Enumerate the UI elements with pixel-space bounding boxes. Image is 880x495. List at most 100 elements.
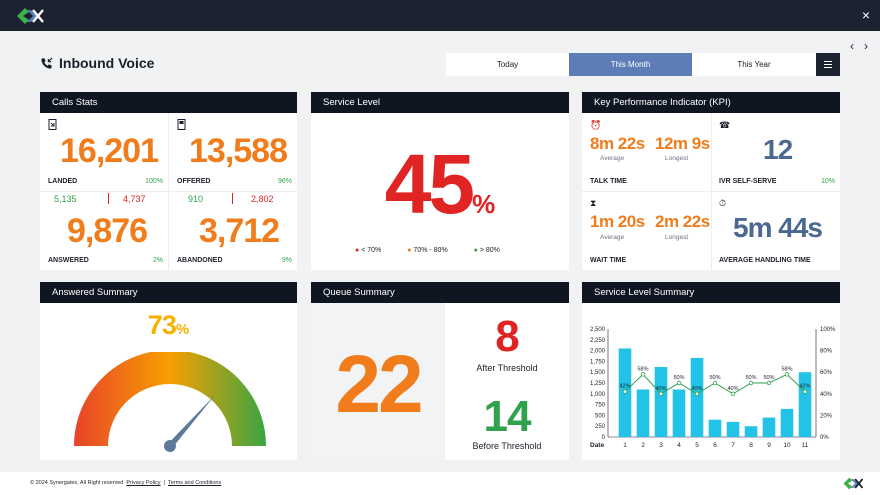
aht-label: AVERAGE HANDLING TIME: [719, 257, 811, 264]
x-tick-label: 6: [713, 442, 717, 449]
queue-after-value: 8: [495, 312, 519, 361]
menu-icon[interactable]: [816, 53, 840, 76]
answered-split-left: 5,135: [54, 194, 77, 204]
queue-after-label: After Threshold: [476, 363, 538, 373]
ivr-pct: 10%: [820, 178, 835, 185]
line-point: [730, 391, 736, 396]
answered-summary-readout: 73%: [40, 310, 297, 341]
queue-before-label: Before Threshold: [472, 441, 542, 451]
kpi-card: Key Performance Indicator (KPI) ⏰ 8m 22s…: [582, 92, 840, 270]
privacy-policy-link[interactable]: Privacy Policy: [126, 480, 161, 486]
synergates-logo-icon: [17, 8, 44, 24]
nav-arrows: ‹ ›: [850, 39, 868, 53]
legend-item-green: ● > 80%: [473, 247, 500, 254]
y2-tick-label: 60%: [820, 370, 833, 376]
line-point: [748, 380, 754, 386]
bar: [798, 372, 812, 437]
y-tick-label: 500: [595, 413, 606, 419]
line-point: [712, 380, 718, 386]
landed-pct: 100%: [145, 178, 163, 185]
x-tick-label: 11: [802, 442, 809, 449]
line-point: [766, 380, 772, 386]
wait-average-label: Average: [600, 234, 625, 241]
tab-this-month[interactable]: This Month: [569, 53, 692, 76]
bar: [672, 389, 686, 437]
y2-tick-label: 0%: [820, 435, 829, 441]
y-tick-label: 0: [602, 435, 606, 441]
point-label: 50%: [745, 375, 756, 381]
x-tick-label: 3: [659, 442, 663, 449]
calls-stats-card: Calls Stats 16,201 LANDED 100% 13,588 OF…: [40, 92, 297, 270]
y-tick-label: 1,750: [590, 359, 606, 365]
x-tick-label: 7: [731, 442, 735, 449]
point-label: 50%: [673, 375, 684, 381]
x-axis-label: Date: [590, 442, 604, 449]
kpi-title: Key Performance Indicator (KPI): [582, 92, 840, 113]
talk-longest-label: Longest: [665, 155, 689, 162]
ivr-icon: ☎: [719, 120, 731, 130]
y-tick-label: 1,250: [590, 381, 606, 387]
bar: [708, 419, 722, 437]
aht-value: 5m 44s: [733, 212, 823, 243]
point-label: 40%: [691, 386, 702, 392]
tab-this-year[interactable]: This Year: [737, 60, 771, 69]
ivr-value: 12: [763, 134, 793, 165]
x-tick-label: 2: [641, 442, 645, 449]
wait-average-value: 1m 20s: [590, 212, 645, 231]
point-label: 40%: [655, 386, 666, 392]
answered-summary-value: 73: [147, 310, 177, 340]
y-tick-label: 250: [595, 424, 606, 430]
y2-tick-label: 40%: [820, 392, 833, 398]
bar: [654, 367, 668, 437]
talk-longest-value: 12m 9s: [655, 134, 710, 153]
service-level-title: Service Level: [311, 92, 569, 113]
bar: [762, 417, 776, 437]
chevron-right-icon[interactable]: ›: [864, 39, 868, 53]
answered-summary-unit: %: [175, 321, 190, 338]
y-tick-label: 2,250: [590, 338, 606, 344]
line-point: [676, 380, 682, 386]
answered-pct: 2%: [152, 257, 163, 264]
point-label: 42%: [799, 384, 810, 390]
talk-average-value: 8m 22s: [590, 134, 645, 153]
line-point: [802, 389, 808, 394]
page-title-text: Inbound Voice: [59, 55, 155, 71]
x-tick-label: 9: [767, 442, 771, 449]
offered-pct: 96%: [277, 178, 292, 185]
y-tick-label: 2,000: [590, 349, 606, 355]
answered-label: ANSWERED: [48, 257, 89, 264]
sl-summary-title: Service Level Summary: [582, 282, 840, 303]
x-tick-label: 8: [749, 442, 753, 449]
bar: [744, 426, 758, 437]
terms-link[interactable]: Terms and Conditions: [168, 480, 222, 486]
sl-summary-card: Service Level Summary 0 250 500 750 1,000 1,2…: [582, 282, 840, 460]
queue-total-value: 22: [335, 339, 423, 430]
line-point: [694, 391, 700, 396]
wait-longest-label: Longest: [665, 234, 689, 241]
abandoned-label: ABANDONED: [177, 257, 223, 264]
legend-item-red: ● < 70%: [355, 247, 382, 254]
top-bar: ×: [0, 0, 880, 31]
queue-summary-title: Queue Summary: [311, 282, 569, 303]
point-label: 50%: [709, 375, 720, 381]
service-level-card: Service Level 45% ● < 70% ● 70% - 80% ● …: [311, 92, 569, 270]
y2-tick-label: 80%: [820, 349, 833, 355]
gauge-needle: [164, 394, 215, 452]
footer-separator: |: [163, 480, 165, 486]
abandoned-split-left: 910: [188, 194, 204, 204]
hourglass-icon: ⧗: [590, 198, 597, 208]
answered-gauge: [74, 352, 266, 452]
bar: [780, 408, 794, 437]
point-label: 58%: [781, 366, 792, 372]
landed-value: 16,201: [60, 132, 159, 170]
y2-tick-label: 20%: [820, 413, 833, 419]
close-icon[interactable]: ×: [861, 7, 870, 23]
ivr-label: IVR SELF-SERVE: [719, 178, 777, 185]
clock-icon: ⏰: [590, 120, 602, 130]
chevron-left-icon[interactable]: ‹: [850, 39, 854, 53]
y2-tick-label: 100%: [820, 327, 836, 333]
call-offered-icon: [177, 119, 186, 130]
tab-today[interactable]: Today: [496, 60, 519, 69]
point-label: 40%: [727, 386, 738, 392]
point-label: 50%: [763, 375, 774, 381]
